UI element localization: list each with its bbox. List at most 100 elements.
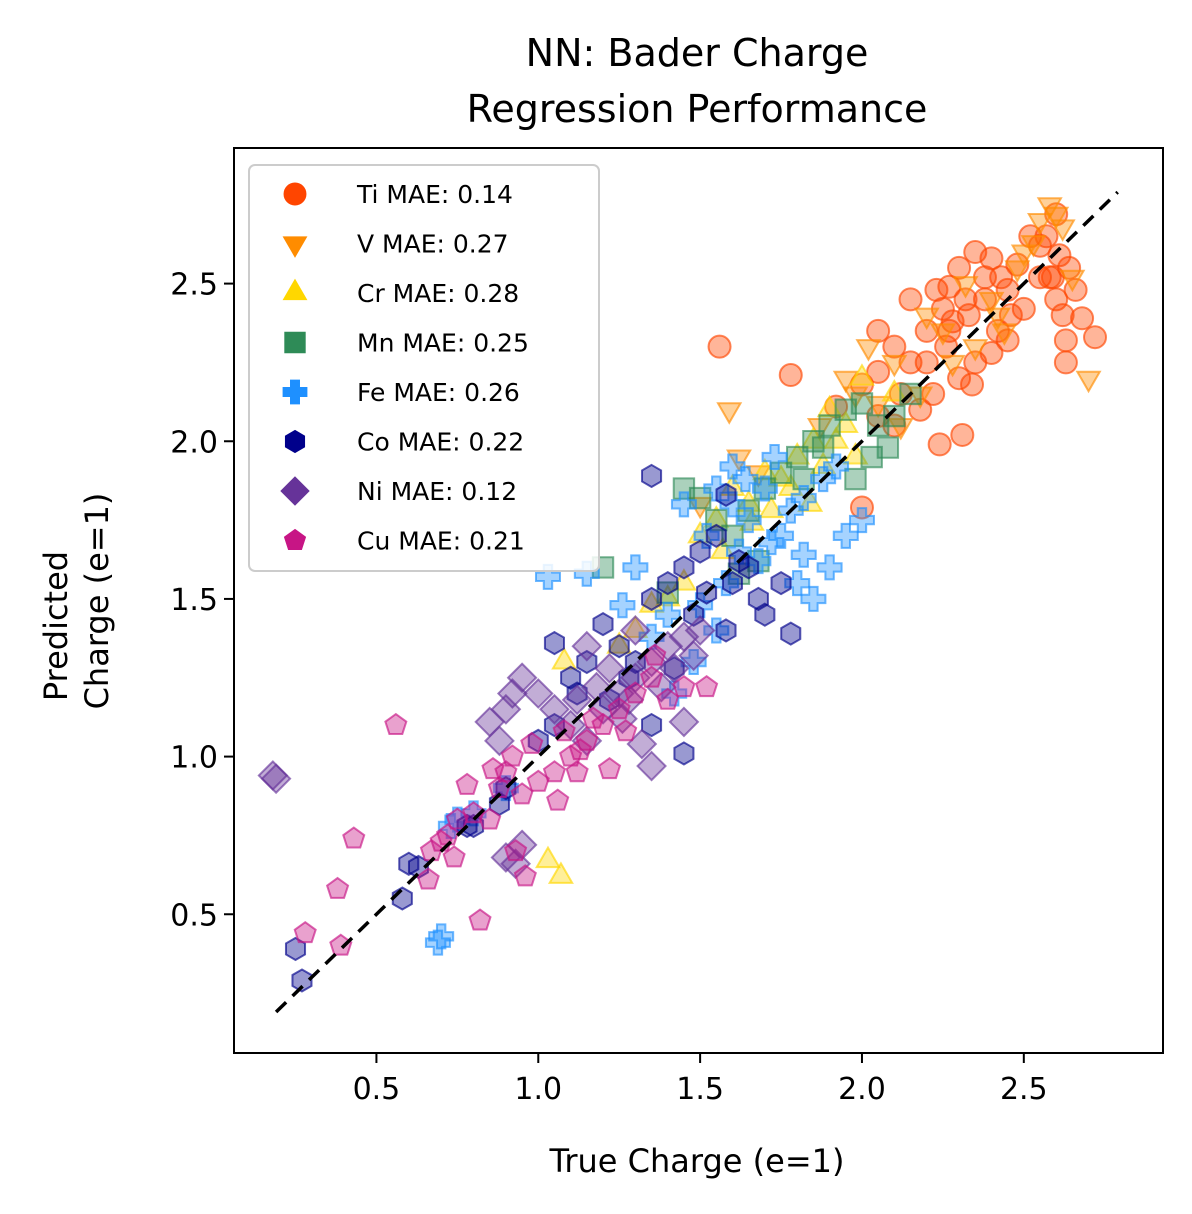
point-cu: [546, 788, 570, 811]
point-co: [673, 555, 695, 580]
point-cu: [639, 665, 664, 688]
point-fe: [719, 453, 746, 480]
point-co: [715, 618, 737, 643]
legend-marker-v: [282, 236, 308, 258]
point-cu: [481, 756, 505, 780]
point-ti: [1040, 265, 1065, 290]
point-fe: [751, 475, 778, 502]
point-v: [887, 417, 914, 441]
plot-frame: [233, 147, 1164, 1054]
point-co: [780, 621, 802, 646]
point-ti: [866, 359, 891, 384]
legend-marker-cu: [283, 528, 307, 550]
legend-label-ni: Ni MAE: 0.12: [357, 477, 517, 506]
y-tick-label: 2.5: [170, 268, 218, 303]
point-ti: [898, 287, 923, 312]
point-mn: [850, 392, 874, 415]
point-co: [641, 463, 663, 489]
legend-label-co: Co MAE: 0.22: [357, 428, 524, 457]
legend-label-fe: Fe MAE: 0.26: [357, 378, 520, 407]
point-cr: [848, 363, 875, 386]
point-ti: [1050, 303, 1075, 328]
y-tick-label: 0.5: [170, 898, 218, 933]
point-mn: [811, 436, 835, 459]
point-ti: [882, 334, 907, 359]
point-v: [929, 323, 956, 346]
legend-items: Ti MAE: 0.14 V MAE: 0.27 Cr MAE: 0.28 Mn MA…: [280, 180, 529, 556]
point-cr: [758, 495, 785, 519]
point-fe: [790, 541, 817, 568]
point-cu: [581, 706, 605, 729]
point-cr: [534, 845, 561, 869]
point-ti: [1053, 328, 1078, 353]
y-tick-label: 2.0: [170, 425, 218, 460]
point-v: [1020, 235, 1047, 258]
legend-label-v: V MAE: 0.27: [357, 230, 509, 259]
legend-box: [248, 164, 600, 572]
point-ti: [866, 318, 891, 343]
point-fe: [800, 585, 827, 612]
point-cu: [325, 876, 350, 899]
point-ti: [1083, 325, 1108, 350]
point-cu: [672, 674, 696, 698]
point-co: [770, 571, 792, 596]
point-ni: [619, 615, 651, 646]
point-ti: [927, 432, 952, 457]
point-co: [715, 482, 737, 508]
point-cr: [784, 442, 811, 465]
point-cu: [542, 760, 567, 783]
point-co: [754, 602, 776, 627]
data-points: [257, 197, 1108, 993]
point-co: [608, 634, 630, 659]
point-ti: [1070, 306, 1095, 331]
legend-label-cr: Cr MAE: 0.28: [357, 279, 519, 308]
point-ti: [1047, 243, 1072, 268]
point-co: [291, 968, 313, 993]
point-ni: [594, 652, 625, 684]
point-ni: [645, 671, 677, 703]
point-ti: [947, 255, 972, 280]
point-v: [716, 402, 743, 425]
point-ti: [989, 265, 1014, 290]
point-cu: [694, 674, 719, 698]
point-cu: [623, 681, 648, 704]
point-fe: [832, 522, 859, 549]
point-co: [592, 611, 614, 637]
point-fe: [534, 563, 561, 590]
point-fe: [725, 538, 752, 565]
point-fe: [687, 592, 714, 619]
point-cu: [614, 719, 638, 742]
legend-label-mn: Mn MAE: 0.25: [357, 329, 529, 358]
x-axis-ticks: 0.5 1.0 1.5 2.0 2.5: [353, 1053, 1048, 1107]
point-cu: [575, 728, 599, 751]
x-tick-label: 1.5: [676, 1072, 724, 1107]
point-v: [881, 354, 908, 378]
point-co: [391, 886, 413, 911]
x-tick-label: 1.0: [514, 1072, 562, 1107]
y-axis-ticks: 0.5 1.0 1.5 2.0 2.5: [170, 268, 234, 933]
point-ni: [496, 678, 528, 709]
y-tick-label: 1.5: [170, 583, 218, 618]
point-fe: [670, 491, 697, 518]
point-v: [1004, 260, 1031, 283]
point-cu: [455, 772, 479, 795]
point-cu: [342, 826, 366, 849]
point-co: [641, 586, 663, 612]
chart-title-line-2: Regression Performance: [467, 87, 928, 131]
x-tick-label: 2.0: [838, 1072, 886, 1107]
point-co: [673, 741, 695, 766]
point-ni: [260, 763, 292, 795]
point-v: [978, 291, 1005, 315]
point-cu: [468, 908, 492, 931]
point-fe: [761, 444, 788, 471]
legend-marker-cr: [282, 278, 308, 301]
point-ti: [995, 328, 1020, 353]
point-co: [543, 630, 565, 656]
point-v: [855, 339, 882, 362]
point-v: [1049, 219, 1076, 242]
point-ni: [522, 678, 554, 709]
point-co: [705, 523, 727, 549]
legend-marker-ni: [280, 476, 310, 506]
point-co: [463, 813, 485, 839]
point-fe: [732, 466, 759, 493]
